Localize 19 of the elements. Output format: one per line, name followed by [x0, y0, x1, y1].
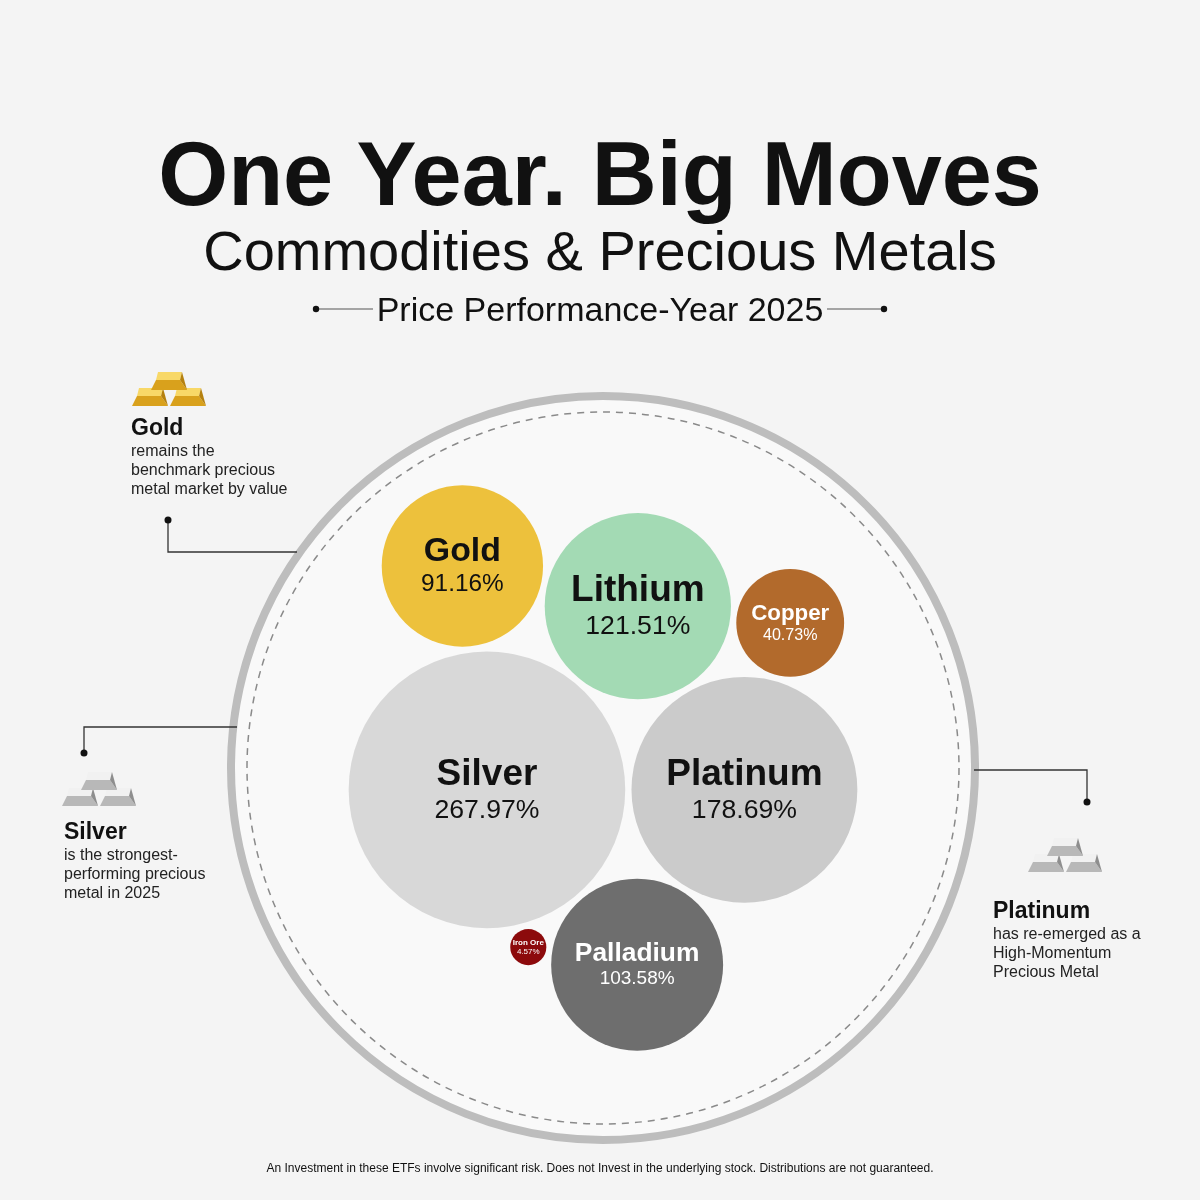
category-label: Lithium: [571, 568, 705, 610]
category-label: Platinum: [666, 751, 823, 793]
category-label: Palladium: [574, 937, 700, 968]
category-label: Iron Ore: [512, 937, 545, 947]
data-label: 267.97%: [434, 793, 540, 824]
text: Silver is the strongest-performing precious metal in 2025: [64, 818, 207, 902]
data-label: 121.51%: [585, 609, 691, 640]
category-label: Silver: [436, 751, 538, 793]
text: Platinum has re-emerged as a High-Momentum Precious Metal: [993, 897, 1142, 981]
data-label: 91.16%: [421, 569, 504, 597]
category-label: Copper: [751, 599, 830, 625]
text: Price Performance-Year 2025: [376, 290, 824, 328]
data-label: 103.58%: [599, 967, 675, 989]
data-label: 40.73%: [762, 624, 818, 643]
data-label: 4.57%: [516, 946, 540, 956]
category-label: Gold: [423, 530, 501, 569]
text: An Investment in these ETFs involve significant risk. Does not Invest in the underlying stock. Distributions are not guaranteed.: [265, 1160, 935, 1176]
text: Gold remains the benchmark precious metal market by value: [131, 414, 289, 498]
data-label: 178.69%: [691, 793, 797, 824]
